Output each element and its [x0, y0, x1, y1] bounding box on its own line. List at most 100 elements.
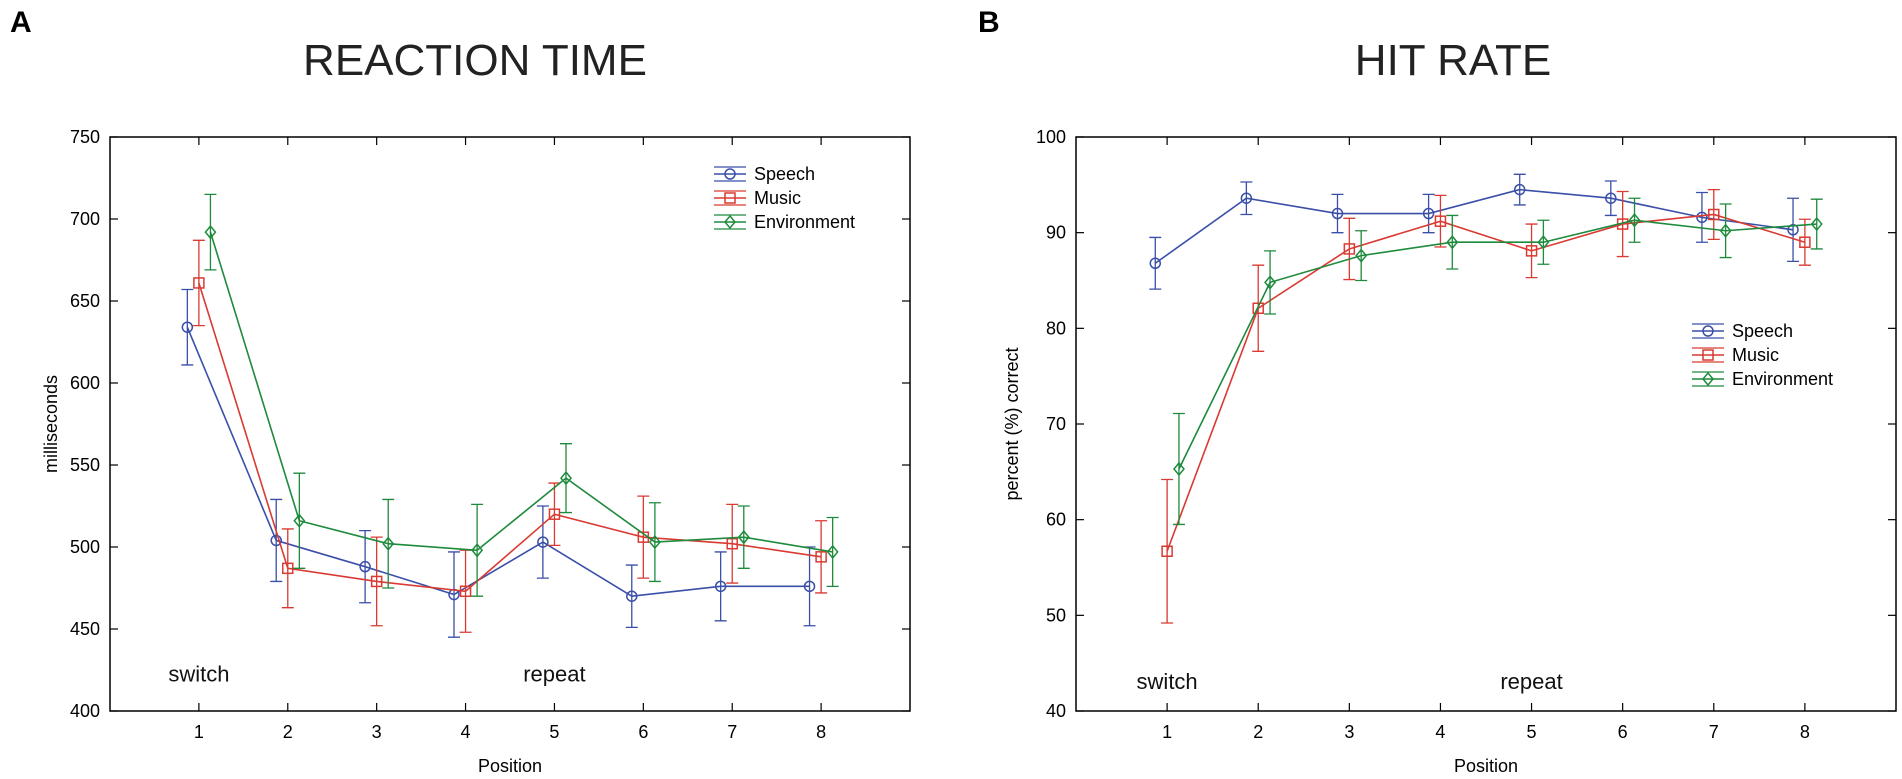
x-tick-label: 5: [1527, 722, 1537, 742]
x-tick-label: 8: [816, 722, 826, 742]
error-bar-speech: [1695, 191, 1708, 243]
series-line-speech: [1154, 188, 1794, 264]
error-bar-speech: [270, 498, 283, 583]
legend-label-environment: Environment: [754, 212, 855, 232]
x-tick-label: 1: [1162, 722, 1172, 742]
data-point-environment: [1537, 235, 1550, 250]
data-point-music: [1708, 208, 1720, 221]
y-axis-label: milliseconds: [41, 375, 61, 473]
panel-label-a: A: [10, 6, 32, 39]
data-point-music: [726, 537, 738, 550]
y-tick-label: 650: [70, 291, 100, 311]
y-tick-label: 60: [1046, 510, 1066, 530]
panel-reaction-time: A REACTION TIME 400 450 500 550 600 650 700 750…: [10, 6, 911, 776]
legend: Speech Music Environment: [1692, 321, 1833, 389]
x-tick-label: 2: [1253, 722, 1263, 742]
legend-errorbar-speech: [1692, 323, 1724, 339]
legend-label-speech: Speech: [754, 164, 815, 184]
series-environment: [1172, 197, 1823, 526]
error-bar-environment: [471, 503, 484, 597]
error-bar-environment: [1446, 214, 1459, 270]
data-point-speech: [714, 580, 727, 593]
data-point-environment: [826, 544, 839, 560]
series-speech: [181, 288, 816, 638]
data-point-environment: [1810, 216, 1823, 232]
error-bar-music: [1434, 194, 1447, 248]
error-bar-environment: [1355, 230, 1368, 282]
error-bar-environment: [1628, 197, 1641, 243]
error-bar-speech: [181, 288, 194, 366]
error-bar-speech: [1331, 193, 1344, 234]
panel-hit-rate: B HIT RATE 40 50 60 70 80 90 100 1 2 3 4 5 6 7 8 switc…: [978, 6, 1897, 776]
error-bar-environment: [737, 505, 750, 569]
error-bar-music: [1525, 223, 1538, 279]
data-point-environment: [1355, 248, 1368, 263]
error-bar-speech: [359, 529, 372, 604]
error-bar-environment: [204, 193, 217, 271]
y-tick-label: 40: [1046, 701, 1066, 721]
x-tick-label: 8: [1800, 722, 1810, 742]
y-tick-label: 750: [70, 127, 100, 147]
error-bar-music: [1343, 217, 1356, 281]
error-bar-music: [281, 528, 294, 609]
data-point-speech: [803, 580, 816, 593]
error-bar-speech: [625, 564, 638, 629]
data-point-speech: [1422, 207, 1435, 220]
error-bar-music: [1798, 218, 1811, 266]
x-tick-label: 3: [1344, 722, 1354, 742]
series-music: [192, 239, 828, 633]
error-bar-speech: [1513, 173, 1526, 206]
y-axis-label: percent (%) correct: [1002, 347, 1022, 500]
data-point-music: [1799, 236, 1811, 248]
data-point-environment: [737, 529, 750, 545]
error-bar-environment: [648, 502, 661, 583]
data-point-speech: [1240, 192, 1253, 204]
error-bar-music: [1161, 478, 1174, 624]
data-point-speech: [1513, 183, 1526, 196]
y-tick-label: 600: [70, 373, 100, 393]
data-point-music: [815, 551, 827, 563]
data-point-speech: [270, 534, 282, 547]
legend-label-music: Music: [754, 188, 801, 208]
legend-marker-speech: [724, 168, 736, 180]
legend-label-music: Music: [1732, 345, 1779, 365]
panel-label-b: B: [978, 6, 1000, 39]
y-tick-label: 550: [70, 455, 100, 475]
data-point-environment: [204, 224, 217, 240]
legend-label-speech: Speech: [1732, 321, 1793, 341]
data-point-speech: [626, 590, 638, 602]
data-point-music: [459, 585, 472, 598]
annotation-switch: switch: [168, 661, 229, 686]
data-point-speech: [1149, 257, 1162, 270]
x-tick-label: 3: [372, 722, 382, 742]
x-tick-label: 7: [727, 722, 737, 742]
error-bar-music: [370, 536, 383, 627]
x-tick-label: 7: [1709, 722, 1719, 742]
legend-marker-environment: [724, 214, 736, 230]
data-point-music: [193, 277, 205, 289]
data-point-music: [370, 575, 383, 588]
error-bar-environment: [293, 472, 306, 569]
data-point-speech: [537, 536, 549, 548]
x-tick-label: 4: [1435, 722, 1445, 742]
error-bar-speech: [448, 551, 460, 638]
error-bar-environment: [1264, 250, 1277, 315]
error-bar-environment: [1537, 219, 1550, 265]
data-point-environment: [1446, 235, 1459, 250]
data-point-environment: [1172, 461, 1185, 477]
y-tick-label: 50: [1046, 605, 1066, 625]
series-speech: [1149, 173, 1800, 290]
y-tick-label: 450: [70, 619, 100, 639]
error-bar-music: [726, 503, 739, 584]
error-bar-speech: [1787, 197, 1800, 263]
legend-marker-music: [1702, 349, 1714, 361]
x-tick-label: 6: [1618, 722, 1628, 742]
error-bar-speech: [1422, 193, 1435, 234]
series-line-environment: [209, 231, 833, 553]
error-bar-environment: [1810, 198, 1823, 250]
error-bar-music: [1616, 190, 1629, 258]
annotation-switch: switch: [1137, 669, 1198, 694]
data-point-speech: [1331, 207, 1344, 220]
x-tick-label: 6: [638, 722, 648, 742]
